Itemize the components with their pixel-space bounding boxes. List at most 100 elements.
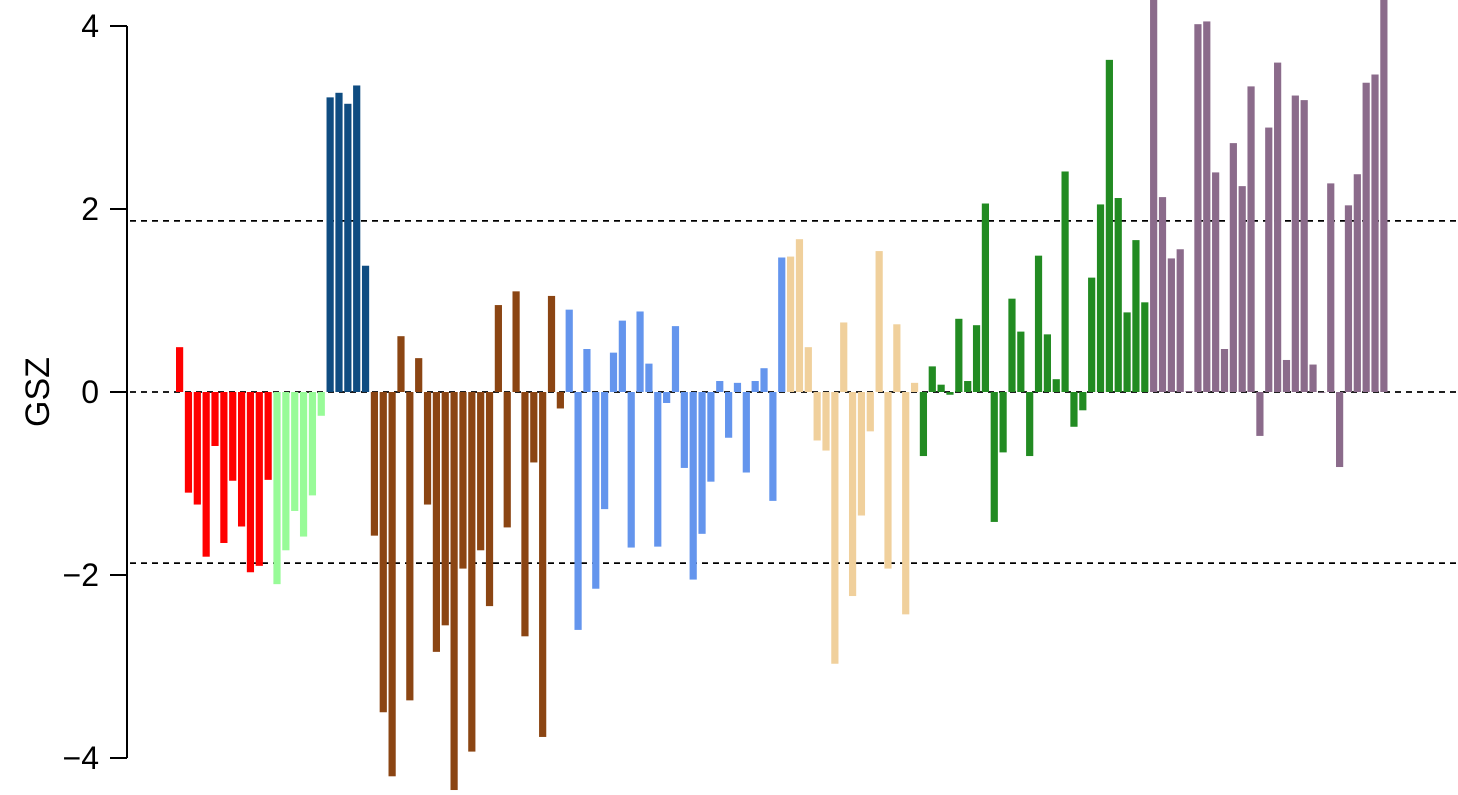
bar xyxy=(1203,21,1211,393)
bar xyxy=(636,311,644,392)
bar xyxy=(1141,302,1149,392)
bar xyxy=(902,392,910,615)
bar xyxy=(1070,392,1078,427)
bar xyxy=(1176,249,1184,392)
bar xyxy=(725,392,733,438)
bar xyxy=(1309,364,1317,392)
bar xyxy=(778,257,786,392)
bar xyxy=(415,358,423,392)
bar xyxy=(1344,205,1353,392)
bar xyxy=(1034,255,1043,392)
bar xyxy=(574,392,582,630)
bar xyxy=(1079,392,1087,411)
bar xyxy=(335,92,343,393)
bar xyxy=(220,392,228,543)
bar xyxy=(193,392,201,505)
y-tick-label: 2 xyxy=(81,191,99,227)
bar xyxy=(884,392,892,569)
y-axis: −4 −2 0 2 4 xyxy=(63,8,128,776)
y-tick-label: 0 xyxy=(81,374,99,410)
bar xyxy=(654,392,662,547)
bar xyxy=(291,392,299,511)
bar xyxy=(1353,174,1361,392)
bar xyxy=(955,318,963,392)
bar xyxy=(1008,298,1016,392)
bar xyxy=(326,97,334,393)
bar xyxy=(477,392,485,551)
bar xyxy=(1291,95,1299,392)
bar xyxy=(494,305,502,392)
bar xyxy=(503,392,511,528)
bar xyxy=(1088,277,1096,393)
bar xyxy=(1318,392,1326,393)
bar xyxy=(689,392,697,580)
bar xyxy=(964,381,972,392)
bar xyxy=(512,291,520,392)
bar xyxy=(787,256,795,392)
bar xyxy=(848,392,857,597)
bar xyxy=(299,392,308,537)
bar xyxy=(1247,86,1255,392)
bar xyxy=(388,392,396,777)
bars xyxy=(176,0,1388,791)
bar xyxy=(645,363,653,392)
bar xyxy=(1220,349,1229,392)
bar xyxy=(831,392,839,664)
y-tick-label: 4 xyxy=(81,8,99,44)
bar xyxy=(521,392,529,637)
bar xyxy=(990,392,998,522)
bar xyxy=(1167,258,1175,392)
bar xyxy=(893,324,901,392)
bar xyxy=(707,392,715,482)
bar xyxy=(423,392,432,505)
bar xyxy=(822,392,830,451)
bar xyxy=(1061,171,1069,392)
y-tick-label: −4 xyxy=(63,740,99,776)
bar xyxy=(353,85,361,392)
bar xyxy=(1150,0,1158,392)
bar xyxy=(1256,392,1264,436)
bar xyxy=(601,392,609,510)
bar xyxy=(680,392,688,468)
bar xyxy=(1123,312,1131,392)
bar xyxy=(184,392,193,493)
bar xyxy=(432,392,440,652)
bar xyxy=(211,392,219,446)
bar xyxy=(1043,334,1051,392)
bar xyxy=(813,392,821,441)
bar xyxy=(1380,0,1388,392)
bar xyxy=(937,384,945,392)
bar xyxy=(450,392,458,791)
bar xyxy=(875,251,883,392)
bar xyxy=(716,381,724,392)
bar xyxy=(1362,82,1370,392)
bar xyxy=(1158,197,1167,392)
bar xyxy=(742,392,750,473)
bar xyxy=(485,392,494,607)
bar xyxy=(1026,392,1034,457)
bar xyxy=(1114,198,1122,392)
bar xyxy=(344,103,352,392)
y-axis-title: GSZ xyxy=(19,357,57,427)
bar xyxy=(804,347,812,392)
bar xyxy=(1096,204,1105,392)
bar xyxy=(468,392,476,752)
bar xyxy=(795,239,804,392)
bar xyxy=(981,203,990,392)
bar xyxy=(441,392,449,626)
bar xyxy=(1194,24,1202,392)
bar xyxy=(671,326,680,392)
bar xyxy=(1238,186,1246,393)
bar xyxy=(406,392,414,701)
bar xyxy=(999,392,1007,453)
bar xyxy=(840,322,848,392)
bar xyxy=(698,392,706,534)
bar xyxy=(618,320,626,392)
bar xyxy=(760,368,768,392)
bar xyxy=(1336,392,1344,468)
bar xyxy=(663,392,671,403)
bar xyxy=(627,392,635,548)
bar xyxy=(1371,74,1379,392)
bar xyxy=(1282,359,1291,392)
bar xyxy=(1105,59,1113,393)
